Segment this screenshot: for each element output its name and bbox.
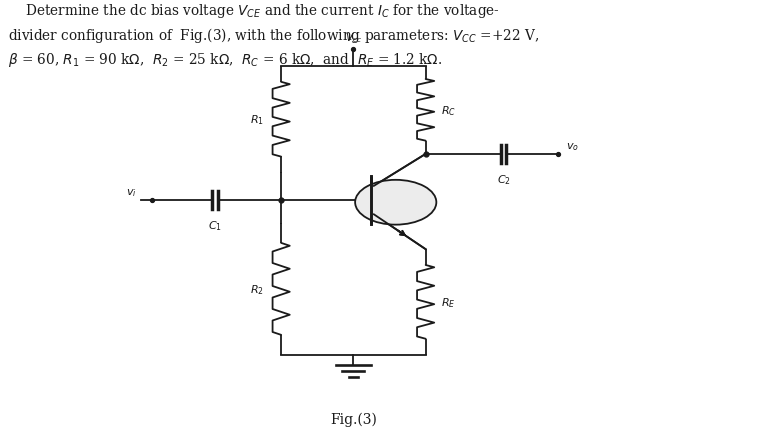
Text: $C_1$: $C_1$ xyxy=(208,219,222,233)
Text: $C_2$: $C_2$ xyxy=(497,173,511,187)
Text: $R_C$: $R_C$ xyxy=(441,104,456,117)
Text: $v_o$: $v_o$ xyxy=(566,141,580,152)
Text: Determine the dc bias voltage $V_{CE}$ and the current $I_C$ for the voltage-
di: Determine the dc bias voltage $V_{CE}$ a… xyxy=(8,2,539,69)
Text: $v_i$: $v_i$ xyxy=(126,187,137,199)
Text: Fig.(3): Fig.(3) xyxy=(330,412,377,426)
Text: $V_{cc}$: $V_{cc}$ xyxy=(345,31,362,45)
Text: $R_2$: $R_2$ xyxy=(250,283,264,296)
Text: $R_E$: $R_E$ xyxy=(441,295,456,309)
Circle shape xyxy=(355,181,437,225)
Text: $R_1$: $R_1$ xyxy=(250,113,264,127)
